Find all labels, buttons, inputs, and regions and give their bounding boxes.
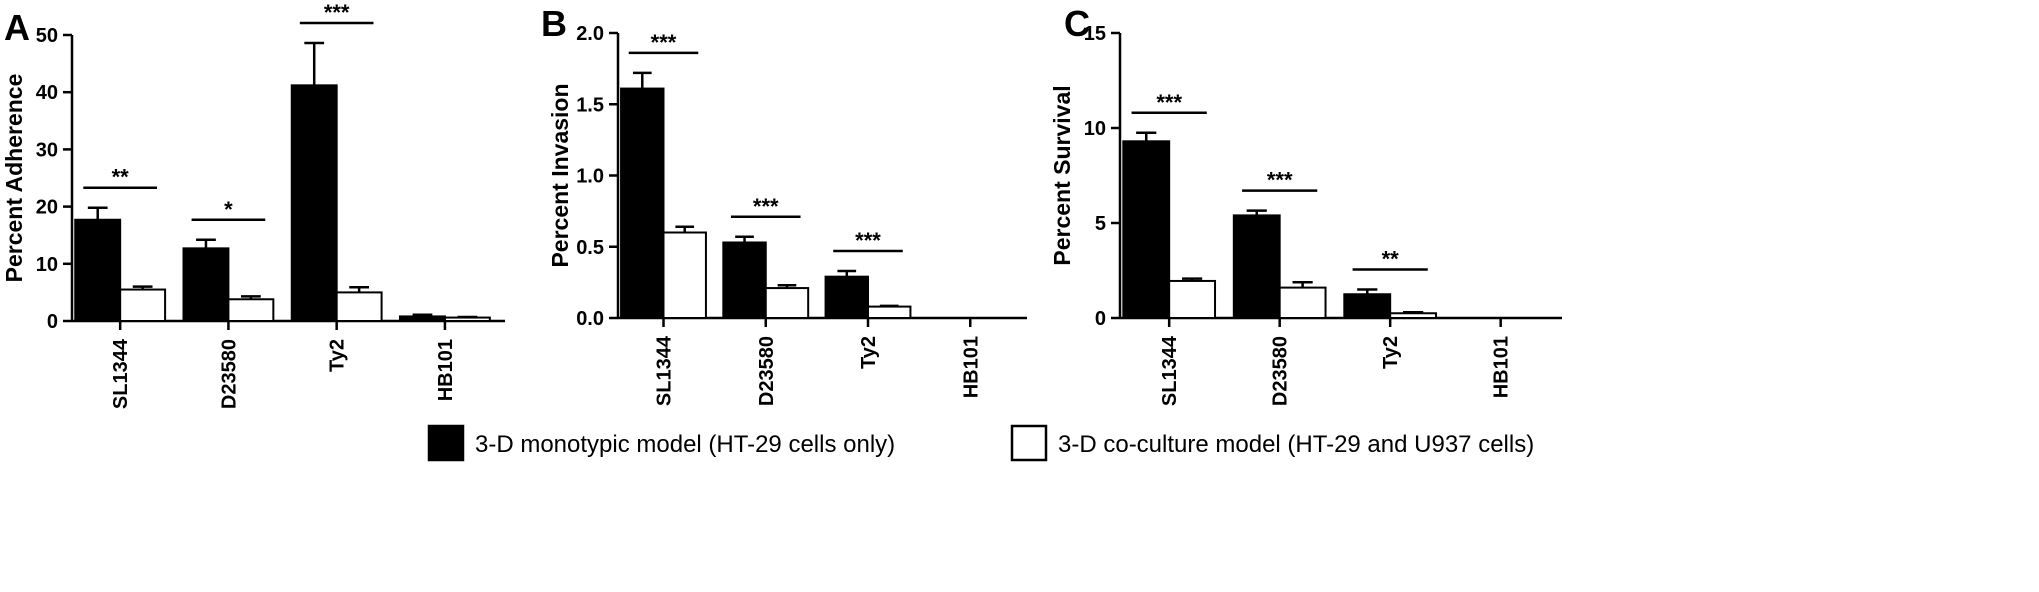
- x-tick-label: D23580: [218, 339, 240, 409]
- y-tick-label: 10: [1084, 118, 1106, 140]
- x-tick-label: Ty2: [858, 336, 880, 369]
- bar-monotypic-ty2: [1343, 293, 1392, 319]
- y-tick-label: 50: [36, 25, 58, 47]
- y-tick-label: 1.5: [576, 94, 604, 116]
- bar-coculture-d23580: [227, 298, 275, 323]
- x-tick-label: D23580: [756, 336, 778, 406]
- y-tick-label: 2.0: [576, 23, 604, 45]
- y-tick-label: 0: [47, 311, 58, 333]
- x-tick-label: Ty2: [1380, 336, 1402, 369]
- x-tick-label: SL1344: [1159, 335, 1181, 406]
- significance-label: **: [112, 165, 130, 190]
- bar-monotypic-ty2: [290, 84, 338, 322]
- panel-b: B Percent Invasion 0.0 0.5 1.0 1.5 2.0 SL1344 **…: [541, 3, 1027, 406]
- y-axis-title: Percent Invasion: [547, 83, 573, 267]
- legend-label-monotypic: 3-D monotypic model (HT-29 cells only): [475, 431, 895, 458]
- y-tick-label: 10: [36, 254, 58, 276]
- y-tick-label: 15: [1084, 23, 1106, 45]
- significance-label: ***: [324, 0, 350, 25]
- y-tick-label: 0.5: [576, 237, 604, 259]
- bar-coculture-d23580: [764, 287, 810, 320]
- bar-monotypic-hb101: [398, 315, 446, 323]
- bar-monotypic-d23580: [722, 241, 767, 320]
- bar-coculture-d23580: [1278, 286, 1327, 320]
- x-tick-label: D23580: [1270, 336, 1292, 406]
- significance-label: *: [224, 197, 233, 222]
- significance-label: ***: [855, 228, 881, 253]
- bar-coculture-sl1344: [662, 231, 707, 319]
- bar-coculture-sl1344: [1168, 279, 1217, 320]
- y-tick-label: 1.0: [576, 166, 604, 188]
- legend-label-coculture: 3-D co-culture model (HT-29 and U937 cel…: [1058, 431, 1534, 458]
- legend-swatch-coculture: [1010, 424, 1048, 462]
- panel-letter: A: [4, 7, 30, 48]
- bar-monotypic-d23580: [1232, 214, 1281, 319]
- legend: 3-D monotypic model (HT-29 cells only) 3…: [427, 424, 1534, 462]
- bar-coculture-ty2: [335, 291, 383, 322]
- x-tick-label: HB101: [960, 336, 982, 398]
- y-tick-label: 5: [1095, 213, 1106, 235]
- panel-c: C Percent Survival 0 5 10 15 SL1344 *** D23580 **…: [1049, 3, 1562, 406]
- bar-monotypic-d23580: [182, 247, 230, 322]
- bar-coculture-sl1344: [119, 288, 167, 323]
- y-tick-label: 40: [36, 82, 58, 104]
- x-tick-label: SL1344: [654, 335, 676, 406]
- y-tick-label: 0.0: [576, 308, 604, 330]
- bar-monotypic-sl1344: [620, 87, 665, 319]
- y-tick-label: 20: [36, 197, 58, 219]
- x-tick-label: HB101: [1491, 336, 1513, 398]
- x-tick-label: HB101: [435, 339, 457, 401]
- bar-monotypic-sl1344: [74, 218, 122, 322]
- panel-letter: B: [541, 3, 567, 44]
- significance-label: ***: [1156, 90, 1182, 115]
- bar-monotypic-ty2: [824, 275, 870, 319]
- significance-label: **: [1382, 247, 1400, 272]
- y-tick-label: 0: [1095, 308, 1106, 330]
- x-tick-label: Ty2: [327, 339, 349, 372]
- bar-monotypic-sl1344: [1122, 140, 1171, 319]
- x-tick-label: SL1344: [110, 338, 132, 409]
- y-axis-title: Percent Adherence: [1, 74, 27, 283]
- panel-a: A Percent Adherence 0 10 20 30 40 50 SL1344 ** D23…: [1, 0, 505, 409]
- y-tick-label: 30: [36, 139, 58, 161]
- significance-label: ***: [1267, 168, 1293, 193]
- significance-label: ***: [753, 194, 779, 219]
- bar-coculture-ty2: [867, 305, 912, 320]
- legend-swatch-monotypic: [427, 424, 465, 462]
- panel-letter: C: [1064, 3, 1090, 44]
- significance-label: ***: [651, 30, 677, 55]
- y-axis-title: Percent Survival: [1049, 85, 1075, 265]
- bar-coculture-ty2: [1389, 312, 1438, 319]
